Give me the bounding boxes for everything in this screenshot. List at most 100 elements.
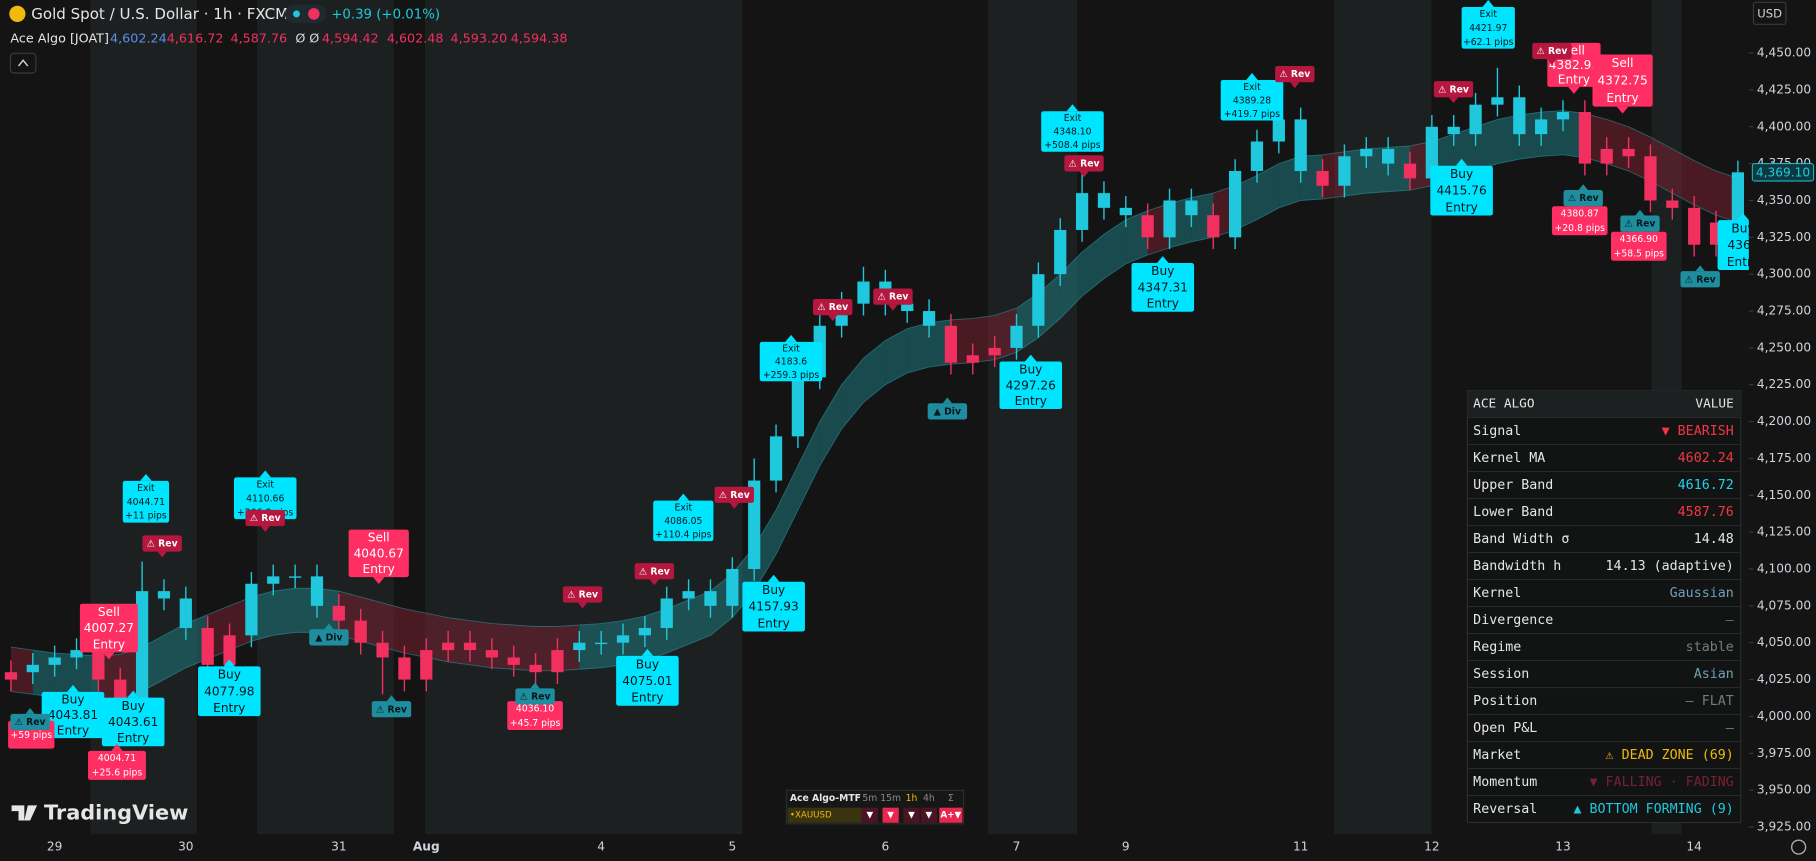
y-tick-label: 4,000.00: [1757, 709, 1811, 723]
candle-body: [1075, 193, 1089, 230]
candle-body: [1382, 148, 1395, 164]
signal-text: ▲ Div: [315, 632, 342, 643]
signal-text: Buy: [218, 668, 241, 682]
table-label: Regime: [1473, 640, 1521, 655]
collapse-button[interactable]: [9, 52, 37, 74]
x-tick-label: 30: [178, 840, 193, 854]
signal-box: [742, 581, 805, 632]
y-tick-label: 4,050.00: [1757, 635, 1811, 649]
signal-box: [142, 535, 182, 552]
signal-text: ⚠ Rev: [719, 490, 750, 501]
signal-text: +419.7 pips: [1224, 109, 1280, 120]
indicator-value: 4,616.72: [167, 31, 224, 46]
candle-body: [682, 591, 695, 599]
candle-body: [1338, 156, 1351, 186]
candle-body: [660, 598, 673, 628]
signal-text: +59 pips: [10, 730, 52, 741]
signal-pointer: [1616, 106, 1629, 114]
table-value: 14.13 (adaptive): [1606, 559, 1734, 574]
signal-label: Buy 4043.61 Entry: [101, 690, 165, 747]
signal-box: [348, 529, 409, 578]
candle-body: [1731, 172, 1745, 223]
signal-box: [1563, 190, 1603, 207]
candle-body: [573, 642, 586, 651]
signal-text: Exit: [782, 343, 800, 354]
signal-box: [88, 750, 146, 780]
signal-pointer: [1448, 97, 1459, 104]
signal-box: [122, 480, 170, 523]
signal-text: 4004.71: [98, 753, 136, 764]
mtf-symbol-bg: [787, 807, 862, 823]
signal-text: Exit: [256, 479, 274, 490]
signal-text: Entry: [1147, 297, 1179, 311]
candle-body: [1250, 141, 1264, 171]
table-label: Band Width σ: [1473, 532, 1569, 547]
price-change: +0.39 (+0.01%): [331, 7, 440, 22]
signal-pointer: [677, 493, 690, 501]
y-tick-label: 4,225.00: [1757, 377, 1811, 391]
signal-box: [1131, 263, 1195, 312]
signal-label: ⚠ Rev: [1275, 66, 1315, 89]
signal-label: ⚠ Rev: [1064, 155, 1104, 178]
band-fill: [1672, 148, 1695, 205]
settings-icon[interactable]: [1790, 839, 1807, 855]
signal-pointer: [259, 470, 272, 478]
signal-pointer: [25, 708, 35, 714]
mtf-timeframe: 15m: [880, 793, 901, 804]
signal-box: [41, 691, 105, 739]
table-label: Kernel MA: [1473, 451, 1545, 466]
candle-body: [179, 598, 192, 628]
status-pill: [284, 4, 327, 24]
signal-text: ⚠ Rev: [1685, 274, 1716, 285]
band-fill: [10, 647, 33, 695]
session-shade: [257, 0, 394, 835]
signal-text: 4040.67: [354, 546, 404, 560]
table-header: ACE ALGO: [1473, 397, 1534, 412]
signal-text: 4347.31: [1138, 280, 1188, 294]
signal-box: [562, 586, 603, 603]
y-tick-label: 4,075.00: [1757, 598, 1811, 612]
signal-text: Entry: [1558, 73, 1590, 87]
x-tick-label: 14: [1686, 840, 1702, 854]
signal-label: Exit 4389.28 +419.7 pips: [1220, 73, 1284, 121]
table-value: ▲ BOTTOM FORMING (9): [1574, 802, 1734, 817]
candle-body: [463, 642, 477, 651]
signal-text: +259.3 pips: [763, 370, 819, 381]
signal-pointer: [1455, 158, 1468, 166]
signal-text: Exit: [675, 502, 693, 513]
currency-button[interactable]: [1752, 1, 1787, 25]
candle-body: [1097, 193, 1111, 208]
table-value: —: [1726, 721, 1735, 736]
signal-pointer: [1547, 59, 1557, 65]
signal-box: [759, 341, 823, 382]
mtf-timeframe: 4h: [923, 793, 935, 804]
mtf-symbol: •XAUUSD: [790, 811, 832, 821]
candle-body: [1666, 200, 1679, 208]
signal-box: [1461, 6, 1515, 49]
table-label: Signal: [1473, 424, 1521, 439]
band-fill: [273, 588, 296, 636]
signal-text: +25.6 pips: [92, 768, 143, 779]
table-value: —: [1726, 613, 1735, 628]
signal-text: +508.4 pips: [1044, 140, 1100, 151]
signal-label: 4004.71 +25.6 pips: [88, 743, 146, 780]
signal-text: 4075.01: [622, 674, 672, 688]
mtf-cell: [882, 807, 899, 823]
table-value: ▼ BEARISH: [1662, 424, 1734, 439]
signal-text: ⚠ Rev: [1536, 46, 1567, 57]
y-tick-label: 4,200.00: [1757, 414, 1811, 428]
signal-label: ⚠ Rev: [515, 682, 555, 705]
candle-body: [157, 591, 171, 599]
candle-body: [1228, 170, 1242, 238]
signal-text: 4389.28: [1233, 95, 1271, 106]
signal-text: 4044.71: [127, 497, 165, 508]
signal-text: +110.4 pips: [655, 529, 711, 540]
signal-text: 4036.10: [516, 703, 554, 714]
signal-label: Buy 4157.93 Entry: [742, 574, 805, 632]
band-fill: [841, 358, 864, 429]
signal-text: ⚠ Rev: [639, 566, 670, 577]
candle-body: [1294, 119, 1307, 171]
candle-body: [791, 377, 805, 437]
table-label: Market: [1473, 748, 1521, 763]
